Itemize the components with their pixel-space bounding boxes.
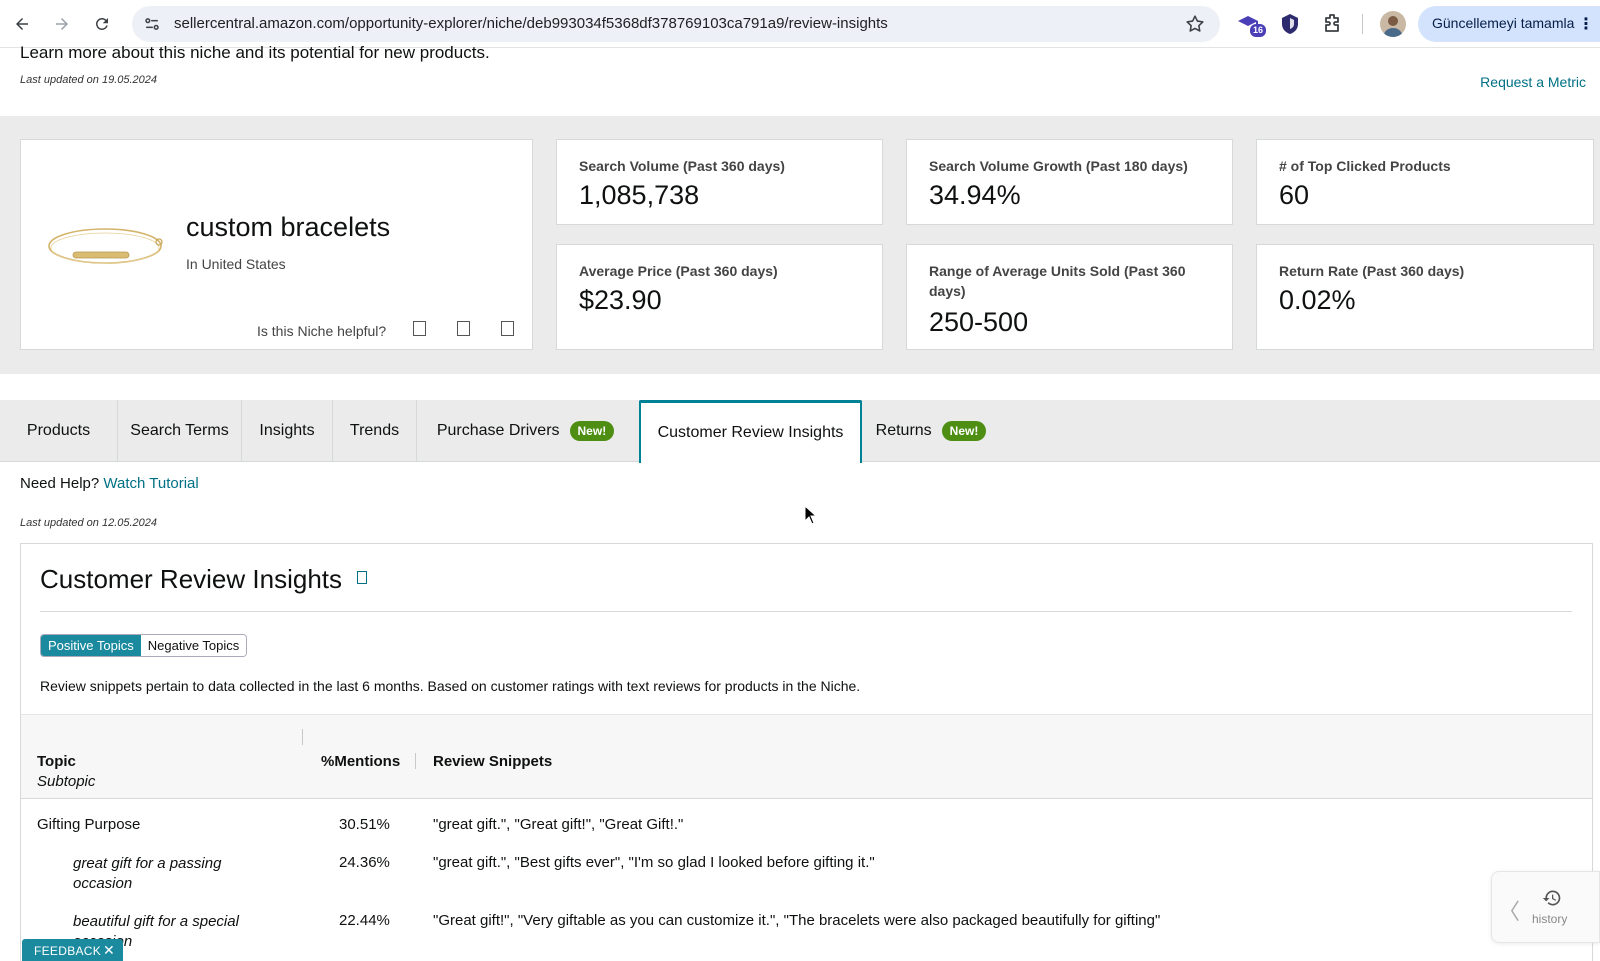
- metric-value: 34.94%: [929, 180, 1021, 210]
- mentions-cell: 30.51%: [339, 816, 390, 833]
- snippets-cell: "great gift.", "Best gifts ever", "I'm s…: [433, 854, 875, 871]
- reload-icon[interactable]: [90, 12, 114, 36]
- tab-label: Trends: [349, 422, 400, 439]
- subtopic-cell: great gift for a passing occasion: [73, 855, 222, 892]
- info-icon[interactable]: [357, 571, 367, 584]
- back-arrow-icon[interactable]: [10, 12, 34, 36]
- tab-label: Insights: [259, 422, 315, 439]
- last-updated-text: Last updated on 19.05.2024: [20, 74, 158, 86]
- address-bar[interactable]: sellercentral.amazon.com/opportunity-exp…: [132, 6, 1220, 42]
- column-header-subtopic: Subtopic: [37, 773, 96, 790]
- metric-label: # of Top Clicked Products: [1279, 158, 1451, 174]
- niche-country: In United States: [186, 256, 286, 272]
- tab-purchase-drivers[interactable]: Purchase Drivers New!: [417, 400, 634, 462]
- topic-toggle: Positive Topics Negative Topics: [40, 634, 248, 657]
- update-button-label: Güncellemeyi tamamla: [1432, 15, 1575, 31]
- column-header-topic[interactable]: Topic: [37, 753, 76, 770]
- tab-trends[interactable]: Trends: [333, 400, 417, 462]
- snippets-cell: "great gift.", "Great gift!", "Great Gif…: [433, 816, 684, 833]
- request-metric-link[interactable]: Request a Metric: [1480, 74, 1586, 90]
- helpful-prompt: Is this Niche helpful?: [257, 323, 387, 339]
- metric-card-average-price: Average Price (Past 360 days) $23.90: [556, 244, 883, 350]
- feedback-label: FEEDBACK: [34, 944, 102, 958]
- column-header-mentions[interactable]: %Mentions: [321, 753, 401, 770]
- forward-arrow-icon[interactable]: [50, 12, 74, 36]
- metric-value: 0.02%: [1279, 285, 1356, 315]
- mentions-cell: 24.36%: [339, 854, 390, 871]
- topic-cell: Gifting Purpose: [37, 816, 141, 833]
- customer-review-insights-panel: Customer Review Insights Positive Topics…: [20, 543, 1593, 961]
- niche-intro-text: Learn more about this niche and its pote…: [20, 43, 490, 62]
- metric-card-units-sold-range: Range of Average Units Sold (Past 360 da…: [906, 244, 1233, 350]
- history-panel[interactable]: 〈 history: [1491, 871, 1600, 943]
- shield-extension-icon[interactable]: [1278, 12, 1302, 36]
- mouse-cursor-icon: [804, 505, 818, 525]
- new-badge: New!: [569, 421, 615, 441]
- column-resize-handle[interactable]: [302, 729, 303, 745]
- column-header-snippets[interactable]: Review Snippets: [433, 753, 553, 770]
- thumbs-down-icon[interactable]: [457, 321, 470, 336]
- metric-label: Return Rate (Past 360 days): [1279, 263, 1465, 279]
- puzzle-extensions-icon[interactable]: [1320, 12, 1344, 36]
- feedback-button[interactable]: FEEDBACK ✕: [22, 939, 123, 961]
- comment-icon[interactable]: [501, 321, 514, 336]
- extension-count-badge: 16: [1250, 24, 1267, 37]
- metric-label: Range of Average Units Sold (Past 360 da…: [929, 263, 1186, 299]
- chevron-left-icon[interactable]: 〈: [1498, 899, 1521, 924]
- metric-value: 60: [1279, 180, 1310, 210]
- need-help-label: Need Help?: [20, 475, 100, 492]
- section-divider: [40, 611, 1572, 612]
- niche-card: custom bracelets In United States Is thi…: [20, 139, 533, 350]
- column-resize-handle[interactable]: [415, 753, 416, 769]
- profile-avatar[interactable]: [1380, 11, 1406, 37]
- thumbs-up-icon[interactable]: [413, 321, 426, 336]
- tab-label: Products: [26, 422, 91, 439]
- tab-label: Search Terms: [130, 422, 229, 439]
- bookmark-star-icon[interactable]: [1184, 13, 1206, 35]
- metric-label: Search Volume Growth (Past 180 days): [929, 158, 1188, 174]
- url-text[interactable]: sellercentral.amazon.com/opportunity-exp…: [174, 15, 888, 32]
- data-note: Review snippets pertain to data collecte…: [40, 678, 861, 694]
- graduation-cap-extension-icon[interactable]: [1236, 12, 1260, 36]
- tab-returns[interactable]: Returns New!: [866, 400, 996, 462]
- niche-title: custom bracelets: [186, 212, 391, 242]
- bracelet-product-image: [48, 228, 163, 264]
- new-badge: New!: [941, 421, 987, 441]
- negative-topics-button[interactable]: Negative Topics: [140, 635, 247, 656]
- close-icon[interactable]: ✕: [102, 942, 115, 958]
- metric-value: 250-500: [929, 307, 1029, 337]
- tab-label: Purchase Drivers: [436, 422, 560, 439]
- need-help: Need Help? Watch Tutorial: [20, 475, 199, 492]
- metric-card-top-clicked-products: # of Top Clicked Products 60: [1256, 139, 1594, 225]
- watch-tutorial-link[interactable]: Watch Tutorial: [103, 475, 199, 492]
- history-icon: [1542, 890, 1561, 906]
- tab-label: Returns: [875, 422, 932, 439]
- tab-customer-review-insights[interactable]: Customer Review Insights: [639, 400, 862, 463]
- tab-insights[interactable]: Insights: [242, 400, 333, 462]
- metric-card-search-volume-growth: Search Volume Growth (Past 180 days) 34.…: [906, 139, 1233, 225]
- more-menu-icon[interactable]: ⋮: [1578, 16, 1594, 33]
- toolbar-divider: [1362, 14, 1363, 34]
- browser-toolbar: sellercentral.amazon.com/opportunity-exp…: [0, 0, 1600, 48]
- update-chrome-button[interactable]: Güncellemeyi tamamla ⋮: [1418, 6, 1600, 42]
- niche-tabs-bar: Products Search Terms Insights Trends Pu…: [0, 400, 1600, 463]
- table-header: Topic Subtopic %Mentions Review Snippets: [21, 714, 1592, 799]
- history-label: history: [1532, 912, 1568, 926]
- site-settings-icon[interactable]: [142, 14, 162, 34]
- mentions-cell: 22.44%: [339, 912, 390, 929]
- metric-card-return-rate: Return Rate (Past 360 days) 0.02%: [1256, 244, 1594, 350]
- section-title: Customer Review Insights: [40, 564, 342, 594]
- last-updated-text: Last updated on 12.05.2024: [20, 517, 158, 529]
- metric-value: 1,085,738: [579, 180, 700, 210]
- metric-card-search-volume: Search Volume (Past 360 days) 1,085,738: [556, 139, 883, 225]
- metric-label: Average Price (Past 360 days): [579, 263, 778, 279]
- metric-value: $23.90: [579, 285, 662, 315]
- tab-products[interactable]: Products: [0, 400, 118, 462]
- tab-label: Customer Review Insights: [657, 424, 844, 441]
- positive-topics-button[interactable]: Positive Topics: [41, 635, 141, 656]
- snippets-cell: "Great gift!", "Very giftable as you can…: [433, 912, 1161, 929]
- tab-search-terms[interactable]: Search Terms: [118, 400, 242, 462]
- metric-label: Search Volume (Past 360 days): [579, 158, 785, 174]
